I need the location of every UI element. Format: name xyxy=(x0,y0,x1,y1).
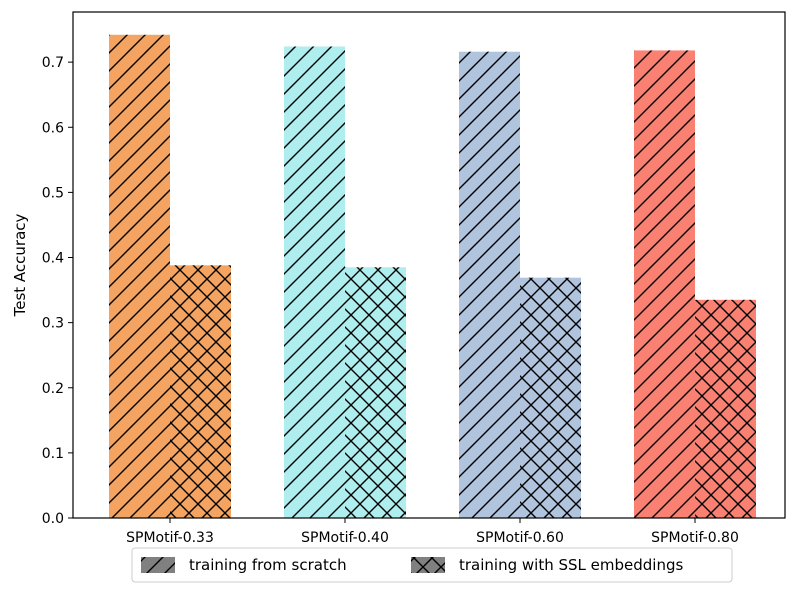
x-tick-label: SPMotif-0.80 xyxy=(651,530,739,546)
y-tick-label: 0.6 xyxy=(42,120,64,136)
bar-hatch-ssl-2 xyxy=(345,267,406,518)
plot-frame xyxy=(72,11,786,519)
bar-hatch-scratch-3 xyxy=(459,51,520,519)
y-axis: 0.0 0.1 0.2 0.3 0.4 0.5 0.6 0.7 xyxy=(42,55,73,527)
bar-hatch-ssl-1 xyxy=(170,265,231,518)
x-tick-label: SPMotif-0.33 xyxy=(126,530,214,546)
legend-label-ssl: training with SSL embeddings xyxy=(459,556,683,574)
x-tick-label: SPMotif-0.40 xyxy=(301,530,389,546)
x-axis: SPMotif-0.33 SPMotif-0.40 SPMotif-0.60 SPMo… xyxy=(126,518,739,546)
bar-hatch-ssl-3 xyxy=(520,277,581,518)
bar-hatch-scratch-4 xyxy=(634,50,695,518)
y-tick-label: 0.7 xyxy=(42,55,64,71)
y-axis-label: Test Accuracy xyxy=(11,213,29,317)
legend: training from scratch training with SSL … xyxy=(131,547,733,583)
bar-hatch-ssl-4 xyxy=(695,299,756,518)
bar-hatch-scratch-2 xyxy=(284,46,345,518)
legend-patch-scratch-hatch xyxy=(141,557,175,573)
y-tick-label: 0.5 xyxy=(42,185,64,201)
y-tick-label: 0.0 xyxy=(42,511,64,527)
y-tick-label: 0.1 xyxy=(42,446,64,462)
bars-group xyxy=(109,34,756,519)
y-tick-label: 0.2 xyxy=(42,381,64,397)
bar-hatch-scratch-1 xyxy=(109,34,170,519)
y-tick-label: 0.3 xyxy=(42,316,64,332)
legend-label-scratch: training from scratch xyxy=(189,556,347,574)
x-tick-label: SPMotif-0.60 xyxy=(476,530,564,546)
y-tick-label: 0.4 xyxy=(42,251,64,267)
legend-patch-ssl-hatch xyxy=(411,557,445,573)
